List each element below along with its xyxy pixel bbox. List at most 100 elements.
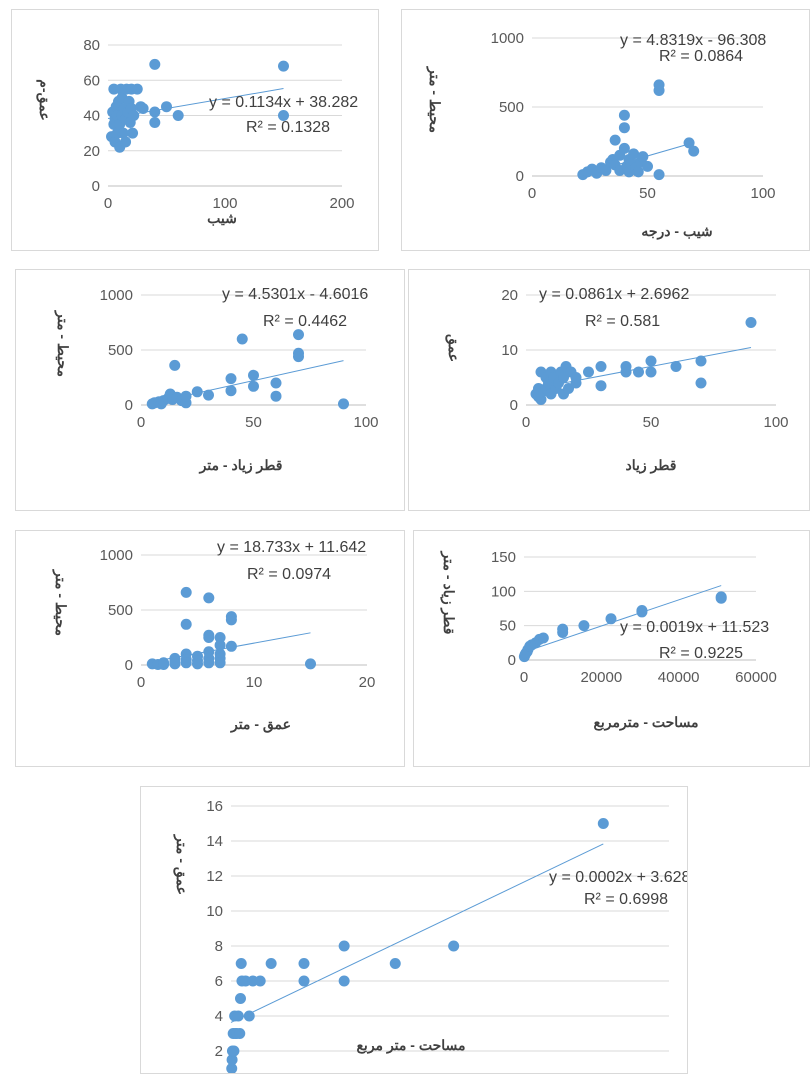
y-axis-title: عمق	[445, 334, 462, 362]
chart-svg: 0246810121416010000200003000040000500006…	[173, 798, 687, 1073]
x-tick-label: 100	[763, 414, 788, 431]
y-tick-label: 10	[501, 342, 518, 359]
trend-equation: y = 0.0861x + 2.6962	[539, 286, 689, 303]
y-axis-title: عمق-م	[36, 79, 53, 120]
data-point	[595, 380, 607, 392]
y-tick-label: 0	[125, 397, 133, 414]
data-point	[225, 640, 237, 652]
y-tick-label: 8	[215, 938, 223, 955]
data-point	[595, 361, 607, 372]
x-tick-label: 0	[137, 414, 145, 431]
x-axis-title: عمق - متر	[230, 716, 291, 733]
data-point	[203, 592, 215, 604]
y-tick-label: 150	[491, 549, 516, 566]
data-point	[137, 102, 149, 114]
chart-perimeter-vs-diameter: 0 500 1000 0 50 100 y = 4.5301x - 4.6016 R² = 0…	[15, 269, 405, 511]
data-point	[688, 145, 700, 157]
data-point	[278, 60, 289, 72]
data-point	[293, 347, 304, 359]
data-point	[191, 386, 203, 398]
y-tick-label: 14	[206, 833, 223, 850]
x-tick-label: 10	[246, 674, 263, 691]
r-squared-label: R² = 0.9225	[659, 645, 743, 662]
chart-depth-vs-diameter: 0 10 20 0 50 100 y = 0.0861x + 2.6962 R² = 0.58…	[408, 269, 810, 511]
trend-equation: y = 4.8319x - 96.308	[620, 32, 766, 49]
data-point	[128, 110, 140, 121]
data-point	[232, 1010, 244, 1022]
x-tick-label: 100	[212, 195, 237, 212]
data-point	[628, 148, 640, 160]
data-point	[338, 398, 349, 410]
data-point	[214, 657, 226, 669]
data-point	[620, 361, 632, 372]
data-point	[120, 136, 132, 148]
data-point	[645, 366, 657, 378]
data-point	[633, 366, 644, 378]
r-squared-label: R² = 0.1328	[246, 119, 330, 136]
data-point	[169, 658, 181, 670]
x-tick-label: 50	[245, 414, 262, 431]
y-tick-label: 60	[83, 72, 100, 89]
data-point	[293, 329, 304, 341]
data-point	[228, 1045, 240, 1057]
x-tick-label: 0	[522, 414, 530, 431]
chart-depth-vs-slope: 0 20 40 60 80 0 100 200 y = 0.1134x + 38.282 R² =…	[11, 9, 379, 251]
r-squared-label: R² = 0.0974	[247, 566, 331, 583]
data-point	[225, 614, 237, 626]
y-tick-label: 16	[206, 798, 223, 815]
data-point	[535, 394, 547, 405]
x-tick-label: 0	[520, 669, 528, 686]
data-point	[636, 605, 648, 617]
data-point	[695, 377, 707, 389]
data-point	[270, 390, 282, 402]
y-tick-label: 40	[83, 108, 100, 125]
data-point	[745, 317, 757, 328]
trendline	[523, 585, 722, 653]
data-point	[158, 658, 170, 670]
data-point	[235, 958, 247, 969]
data-point	[557, 623, 569, 635]
y-axis-title: قطر زیاد - متر	[440, 551, 457, 635]
data-point	[338, 975, 350, 987]
data-point	[203, 632, 215, 643]
data-point	[225, 385, 237, 397]
data-point	[192, 658, 203, 670]
chart-svg: 0 10 20 0 50 100 y = 0.0861x + 2.6962 R² = 0.58…	[445, 286, 789, 474]
y-tick-label: 0	[510, 397, 518, 414]
r-squared-label: R² = 0.0864	[659, 48, 743, 65]
data-point	[653, 169, 665, 181]
data-point	[578, 620, 590, 632]
trend-equation: y = 0.0019x + 11.523	[620, 619, 769, 636]
data-point	[214, 639, 226, 651]
y-tick-label: 80	[83, 37, 100, 54]
data-point	[180, 657, 192, 669]
chart-svg: 0 500 1000 0 50 100 y = 4.5301x - 4.6016 R² = 0…	[54, 286, 379, 474]
chart-perimeter-vs-slope: 0 500 1000 0 50 100 y = 4.8319x - 96.308 R² = 0…	[401, 9, 810, 251]
data-point	[265, 958, 277, 969]
data-point	[203, 389, 214, 401]
data-point	[149, 117, 161, 129]
data-point	[248, 369, 259, 381]
data-point	[298, 958, 310, 969]
data-point	[609, 134, 621, 146]
y-tick-label: 20	[83, 143, 100, 160]
data-point	[642, 160, 653, 172]
trendline	[230, 843, 604, 1023]
data-point	[225, 373, 237, 385]
data-point	[180, 390, 192, 402]
chart-svg: 0 20 40 60 80 0 100 200 y = 0.1134x + 38.282 R² =…	[36, 37, 358, 226]
y-axis-title: محیط - متر	[54, 310, 71, 377]
trend-equation: y = 4.5301x - 4.6016	[222, 286, 368, 303]
data-point	[234, 993, 246, 1004]
data-point	[203, 657, 215, 669]
r-squared-label: R² = 0.4462	[263, 313, 347, 330]
y-tick-label: 1000	[100, 547, 133, 564]
x-tick-label: 50	[639, 185, 656, 202]
x-tick-label: 0	[528, 185, 536, 202]
data-point	[605, 613, 617, 625]
data-point	[537, 632, 549, 644]
data-point	[618, 122, 630, 134]
x-axis-title: مساحت - متر مربع	[356, 1037, 465, 1054]
r-squared-label: R² = 0.6998	[584, 891, 668, 908]
data-point	[254, 975, 266, 987]
